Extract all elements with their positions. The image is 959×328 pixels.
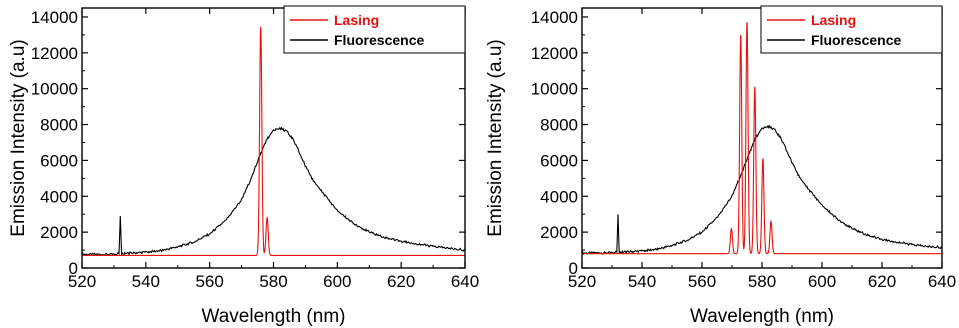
x-tick-label: 620 — [387, 272, 415, 291]
x-axis-title: Wavelength (nm) — [202, 306, 346, 327]
legend-label-lasing: Lasing — [334, 12, 379, 28]
x-tick-label: 600 — [808, 272, 836, 291]
y-tick-label: 10000 — [31, 80, 78, 99]
x-tick-label: 640 — [928, 272, 956, 291]
legend-box — [283, 5, 466, 54]
y-tick-label: 12000 — [531, 44, 578, 63]
y-tick-label: 4000 — [40, 187, 78, 206]
y-tick-label: 2000 — [540, 223, 578, 242]
x-tick-label: 520 — [68, 272, 96, 291]
y-tick-label: 0 — [69, 259, 78, 278]
y-tick-label: 8000 — [540, 116, 578, 135]
x-tick-label: 540 — [132, 272, 160, 291]
y-axis-title: Emission Intensity (a.u) — [485, 39, 506, 236]
y-tick-label: 2000 — [40, 223, 78, 242]
x-tick-label: 640 — [451, 272, 479, 291]
legend-label-fluorescence: Fluorescence — [334, 32, 424, 48]
legend: Lasing Fluorescence — [760, 5, 943, 54]
series-line-fluorescence — [82, 126, 465, 257]
x-tick-label: 540 — [628, 272, 656, 291]
x-tick-label: 580 — [259, 272, 287, 291]
x-tick-label: 580 — [748, 272, 776, 291]
x-tick-label: 560 — [195, 272, 223, 291]
chart-panel-2: 520 540 560 580 600 620 640 0 2000 4000 6000 8000 10… — [485, 5, 956, 327]
series-line-fluorescence — [582, 124, 942, 256]
legend-box — [760, 5, 943, 54]
x-tick-label: 520 — [568, 272, 596, 291]
y-tick-label: 14000 — [31, 8, 78, 27]
legend-label-lasing: Lasing — [811, 12, 856, 28]
x-tick-label: 620 — [868, 272, 896, 291]
y-tick-label: 8000 — [40, 116, 78, 135]
chart-panel-1: 520 540 560 580 600 620 640 0 2000 4000 6000 8000 10… — [8, 5, 479, 327]
series-line-lasing — [82, 26, 465, 256]
x-axis-title: Wavelength (nm) — [690, 306, 834, 327]
y-tick-label: 14000 — [531, 8, 578, 27]
y-tick-label: 10000 — [531, 80, 578, 99]
y-tick-label: 0 — [569, 259, 578, 278]
y-tick-label: 4000 — [540, 187, 578, 206]
x-tick-label: 560 — [688, 272, 716, 291]
y-axis-title: Emission Intensity (a.u) — [8, 39, 29, 236]
legend: Lasing Fluorescence — [283, 5, 466, 54]
legend-label-fluorescence: Fluorescence — [811, 32, 901, 48]
y-tick-label: 6000 — [540, 151, 578, 170]
series-line-lasing — [582, 22, 942, 255]
x-tick-label: 600 — [323, 272, 351, 291]
y-tick-label: 12000 — [31, 44, 78, 63]
y-tick-label: 6000 — [40, 151, 78, 170]
